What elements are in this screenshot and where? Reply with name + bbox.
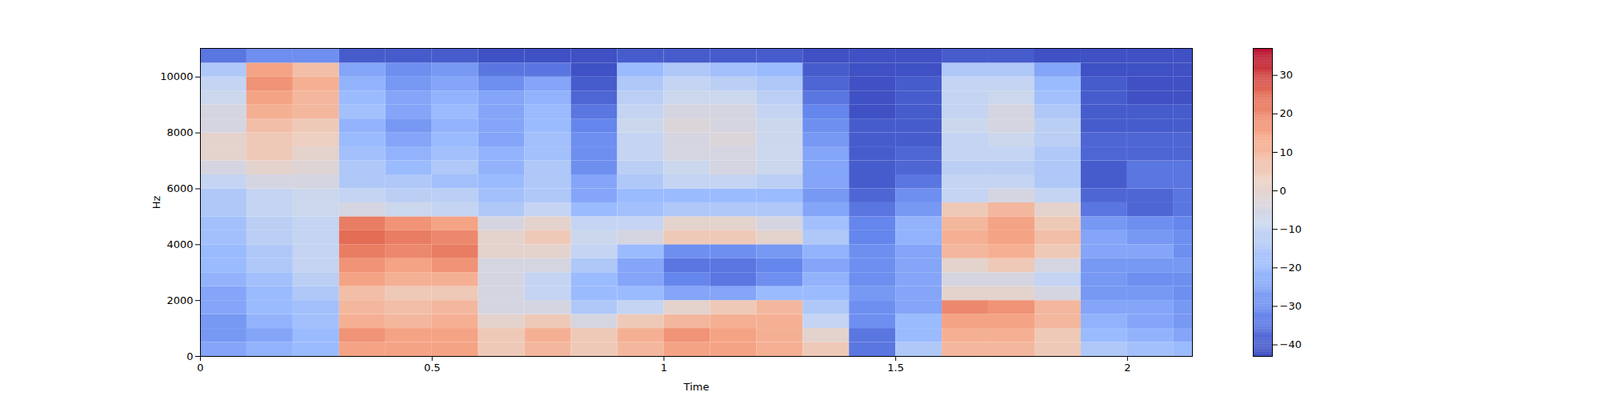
svg-text:0: 0 bbox=[1280, 184, 1287, 197]
svg-text:0.5: 0.5 bbox=[424, 361, 441, 374]
svg-text:1.5: 1.5 bbox=[887, 361, 904, 374]
svg-text:10000: 10000 bbox=[160, 70, 193, 83]
svg-text:−30: −30 bbox=[1280, 300, 1302, 312]
svg-text:−40: −40 bbox=[1280, 338, 1302, 351]
svg-text:0: 0 bbox=[196, 361, 204, 374]
svg-text:−10: −10 bbox=[1280, 223, 1302, 236]
svg-text:4000: 4000 bbox=[166, 238, 193, 251]
svg-text:2: 2 bbox=[1124, 361, 1131, 374]
svg-text:Hz: Hz bbox=[150, 196, 163, 210]
svg-text:2000: 2000 bbox=[166, 294, 193, 307]
svg-text:20: 20 bbox=[1280, 107, 1294, 120]
svg-text:8000: 8000 bbox=[166, 126, 193, 139]
svg-text:10: 10 bbox=[1280, 146, 1294, 159]
svg-text:1: 1 bbox=[660, 361, 668, 374]
svg-text:30: 30 bbox=[1280, 68, 1294, 81]
svg-text:−20: −20 bbox=[1280, 261, 1302, 274]
svg-text:Time: Time bbox=[683, 380, 710, 393]
svg-text:0: 0 bbox=[186, 350, 193, 363]
svg-text:6000: 6000 bbox=[166, 182, 193, 195]
